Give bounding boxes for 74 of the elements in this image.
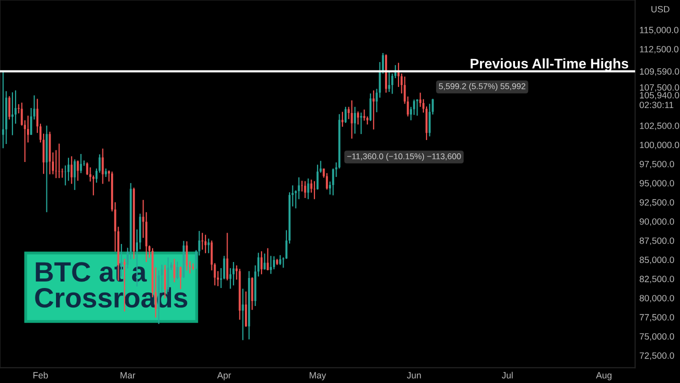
candlestick [64, 164, 66, 186]
candlestick [70, 156, 73, 184]
candlestick [266, 248, 269, 271]
y-tick-label: 75,000.0 [640, 333, 674, 341]
candlestick [272, 256, 275, 270]
y-tick-label: 82,500.0 [640, 276, 674, 284]
candlestick [264, 252, 266, 270]
candlestick [348, 106, 350, 120]
y-tick-label: 100,000.0 [640, 142, 680, 150]
candlestick [251, 276, 254, 310]
candlestick [363, 108, 366, 122]
candlestick [186, 240, 188, 271]
candlestick [58, 143, 60, 179]
candlestick [316, 164, 319, 190]
annotation: 5,599.2 (5.57%) 55,992 [438, 83, 526, 91]
y-tick-label: 115,000.0 [640, 26, 678, 34]
candlestick [279, 254, 282, 266]
x-tick-label: Feb [33, 372, 48, 378]
candlestick [232, 261, 235, 286]
candlestick [428, 103, 431, 137]
y-tick-label: 85,000.0 [640, 256, 674, 264]
annotation: −11,360.0 (−10.15%) −113,600 [347, 153, 461, 161]
y-axis-title: USD [651, 6, 670, 12]
candlestick [173, 258, 176, 283]
candlestick [307, 178, 310, 200]
candlestick [360, 112, 362, 135]
candlestick [80, 153, 82, 174]
x-tick-label: May [310, 372, 326, 380]
candlestick [242, 288, 244, 341]
candlestick [102, 148, 104, 184]
candlestick [176, 261, 178, 280]
candlestick [344, 106, 347, 124]
y-tick-label: 92,500.0 [640, 199, 674, 207]
y-tick-label: 107,500.0 [640, 84, 680, 92]
y-tick-label: 72,500.0 [640, 352, 674, 360]
candlestick [61, 168, 64, 178]
candlestick [369, 92, 372, 122]
candlestick [244, 290, 247, 328]
candlestick [350, 100, 353, 140]
y-tick-label: 105,940.0 02:30:11 [640, 92, 680, 108]
candlestick [74, 158, 76, 191]
y-tick-label: 95,000.0 [640, 180, 674, 188]
candlestick [416, 98, 418, 116]
candlestick [270, 255, 272, 274]
candlestick [388, 71, 390, 92]
candlestick [76, 160, 79, 182]
y-tick-label: 109,590.0 [640, 68, 680, 76]
x-tick-label: Aug [596, 372, 612, 380]
y-tick-label: 97,500.0 [640, 160, 674, 168]
x-tick-label: Apr [217, 372, 232, 380]
candlestick [326, 172, 328, 190]
candlestick [67, 157, 70, 182]
candlestick [354, 106, 356, 134]
candlestick [304, 180, 306, 199]
ref-line-label: Previous All-Time Highs [470, 58, 628, 72]
y-tick-label: 87,500.0 [640, 237, 674, 245]
candlestick [208, 238, 210, 254]
candlestick [226, 232, 228, 281]
y-tick-label: 102,500.0 [640, 122, 680, 130]
candlestick [11, 92, 14, 136]
x-tick-label: Jul [502, 372, 513, 378]
y-tick-label: 80,000.0 [640, 294, 674, 302]
candlestick [201, 232, 204, 250]
candlestick [204, 234, 206, 254]
candlestick [2, 70, 4, 149]
candlestick [260, 250, 263, 275]
candlestick [8, 96, 10, 120]
x-tick-label: Jun [406, 372, 421, 378]
candlestick [357, 110, 360, 126]
y-tick-label: 112,500.0 [640, 46, 678, 54]
x-tick-label: Mar [120, 372, 136, 378]
y-tick-label: 77,500.0 [640, 314, 674, 322]
candlestick [372, 90, 375, 130]
y-tick-label: 90,000.0 [640, 218, 674, 226]
